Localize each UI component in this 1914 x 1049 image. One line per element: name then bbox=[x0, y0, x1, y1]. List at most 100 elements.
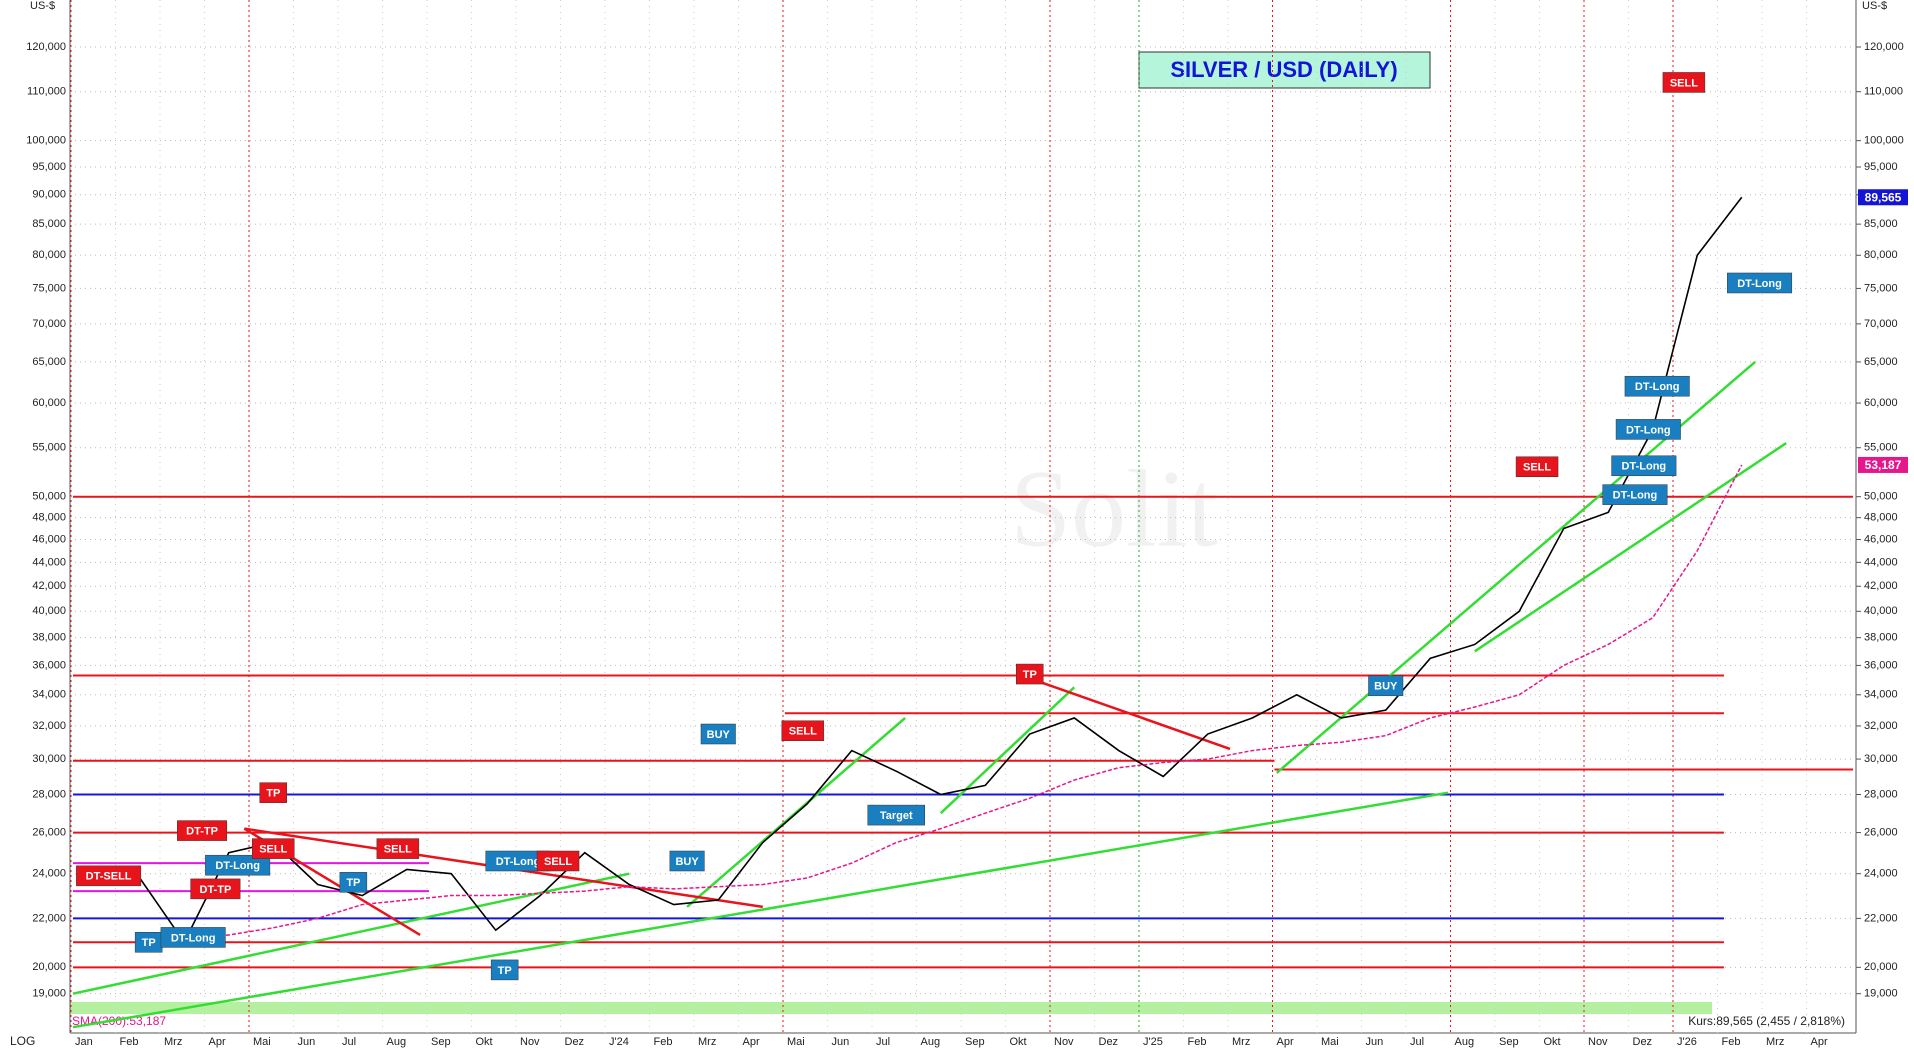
y-tick-label: 40,000 bbox=[32, 605, 66, 617]
annotation-label: SELL bbox=[259, 844, 287, 856]
annotation-box bbox=[205, 854, 271, 876]
y-tick-label: 36,000 bbox=[1864, 659, 1898, 671]
price-tag bbox=[1858, 456, 1908, 473]
annotation-label: DT-Long bbox=[215, 860, 260, 872]
scale-label: LOG bbox=[10, 1034, 35, 1048]
sma-line bbox=[184, 464, 1743, 941]
x-tick-label: Feb bbox=[1722, 1036, 1741, 1048]
quote: Kurs:89,565 (2,455 / 2,818%) bbox=[1688, 1014, 1845, 1028]
sma-legend: SMA(200):53,187 bbox=[72, 1014, 166, 1028]
x-tick-label: Mai bbox=[253, 1036, 271, 1048]
x-tick-label: Sep bbox=[431, 1036, 451, 1048]
annotation-box bbox=[376, 838, 420, 859]
x-tick-label: Jun bbox=[832, 1036, 850, 1048]
annotation-label: DT-Long bbox=[171, 932, 216, 944]
x-tick-label: Feb bbox=[120, 1036, 139, 1048]
chart-title: SILVER / USD (DAILY) bbox=[1170, 57, 1397, 82]
annotation-label: DT-Long bbox=[1626, 424, 1671, 436]
price-tag-label: 89,565 bbox=[1865, 190, 1902, 204]
annotation-label: DT-Long bbox=[1737, 278, 1782, 290]
y-tick-label: 30,000 bbox=[1864, 753, 1898, 765]
x-tick-label: Jan bbox=[75, 1036, 93, 1048]
y-unit-left: US-$ bbox=[30, 0, 55, 12]
y-tick-label: 19,000 bbox=[32, 988, 66, 1000]
y-tick-label: 24,000 bbox=[32, 868, 66, 880]
annotation-label: TP bbox=[266, 788, 280, 800]
y-tick-label: 95,000 bbox=[1864, 161, 1898, 173]
x-tick-label: Feb bbox=[654, 1036, 673, 1048]
x-tick-label: Apr bbox=[1277, 1036, 1294, 1048]
x-tick-label: Dez bbox=[1633, 1036, 1653, 1048]
bottom-band bbox=[70, 1002, 1712, 1014]
x-tick-label: Aug bbox=[921, 1036, 941, 1048]
y-tick-label: 46,000 bbox=[32, 533, 66, 545]
annotation-box bbox=[76, 865, 142, 887]
y-tick-label: 26,000 bbox=[1864, 826, 1898, 838]
x-tick-label: Mrz bbox=[1766, 1036, 1784, 1048]
annotation-box bbox=[339, 872, 368, 893]
y-unit-right: US-$ bbox=[1862, 0, 1887, 12]
y-tick-label: 55,000 bbox=[1864, 442, 1898, 454]
y-tick-label: 65,000 bbox=[32, 356, 66, 368]
y-tick-label: 55,000 bbox=[32, 442, 66, 454]
annotation-label: DT-Long bbox=[1622, 461, 1667, 473]
y-tick-label: 24,000 bbox=[1864, 868, 1898, 880]
x-tick-label: Jul bbox=[876, 1036, 890, 1048]
y-tick-label: 120,000 bbox=[26, 41, 66, 53]
price-tag-label: 53,187 bbox=[1865, 458, 1902, 472]
x-tick-label: Mrz bbox=[1232, 1036, 1250, 1048]
y-tick-label: 65,000 bbox=[1864, 356, 1898, 368]
annotation-label: Target bbox=[880, 810, 913, 822]
x-tick-label: Sep bbox=[965, 1036, 985, 1048]
y-tick-label: 110,000 bbox=[27, 86, 66, 98]
x-tick-label: Nov bbox=[520, 1036, 540, 1048]
x-tick-label: Mrz bbox=[164, 1036, 182, 1048]
y-tick-label: 100,000 bbox=[26, 135, 66, 147]
annotation-label: DT-TP bbox=[186, 826, 218, 838]
x-tick-label: Jul bbox=[1410, 1036, 1424, 1048]
annotation-box bbox=[1016, 663, 1044, 685]
y-tick-label: 46,000 bbox=[1864, 533, 1898, 545]
x-tick-label: Apr bbox=[743, 1036, 760, 1048]
annotation-box bbox=[536, 850, 580, 872]
y-tick-label: 30,000 bbox=[32, 753, 66, 765]
trendline bbox=[686, 717, 906, 908]
x-tick-label: Mai bbox=[1321, 1036, 1339, 1048]
x-tick-label: Jun bbox=[298, 1036, 316, 1048]
y-tick-label: 85,000 bbox=[32, 218, 66, 230]
annotation-label: BUY bbox=[707, 729, 731, 741]
y-tick-label: 38,000 bbox=[1864, 632, 1898, 644]
annotation-box bbox=[700, 723, 736, 745]
y-tick-label: 50,000 bbox=[32, 491, 66, 503]
x-tick-label: Apr bbox=[209, 1036, 226, 1048]
trendline bbox=[1474, 442, 1787, 653]
watermark: Solit bbox=[1010, 447, 1218, 569]
annotation-box bbox=[781, 720, 825, 742]
annotation-box bbox=[177, 820, 228, 841]
x-tick-label: Dez bbox=[565, 1036, 585, 1048]
y-tick-label: 22,000 bbox=[32, 912, 66, 924]
y-tick-label: 20,000 bbox=[1864, 961, 1898, 973]
y-tick-label: 34,000 bbox=[32, 689, 66, 701]
annotation-label: DT-Long bbox=[1635, 381, 1680, 393]
x-tick-label: Dez bbox=[1099, 1036, 1119, 1048]
annotation-box bbox=[259, 782, 287, 803]
annotation-box bbox=[1368, 675, 1404, 697]
x-tick-label: J'24 bbox=[609, 1036, 629, 1048]
trendline bbox=[72, 791, 1449, 1029]
annotation-box bbox=[1515, 456, 1559, 478]
y-tick-label: 34,000 bbox=[1864, 689, 1898, 701]
y-tick-label: 42,000 bbox=[1864, 580, 1898, 592]
y-tick-label: 70,000 bbox=[1864, 318, 1898, 330]
x-tick-label: Mai bbox=[787, 1036, 805, 1048]
annotation-box bbox=[1611, 455, 1677, 477]
annotation-label: SELL bbox=[789, 726, 817, 738]
annotation-box bbox=[1624, 375, 1690, 397]
title-box bbox=[1138, 51, 1431, 89]
y-tick-label: 38,000 bbox=[32, 632, 66, 644]
annotation-box bbox=[190, 878, 241, 900]
annotation-label: TP bbox=[498, 965, 512, 977]
annotation-label: DT-Long bbox=[496, 856, 541, 868]
y-tick-label: 42,000 bbox=[32, 580, 66, 592]
